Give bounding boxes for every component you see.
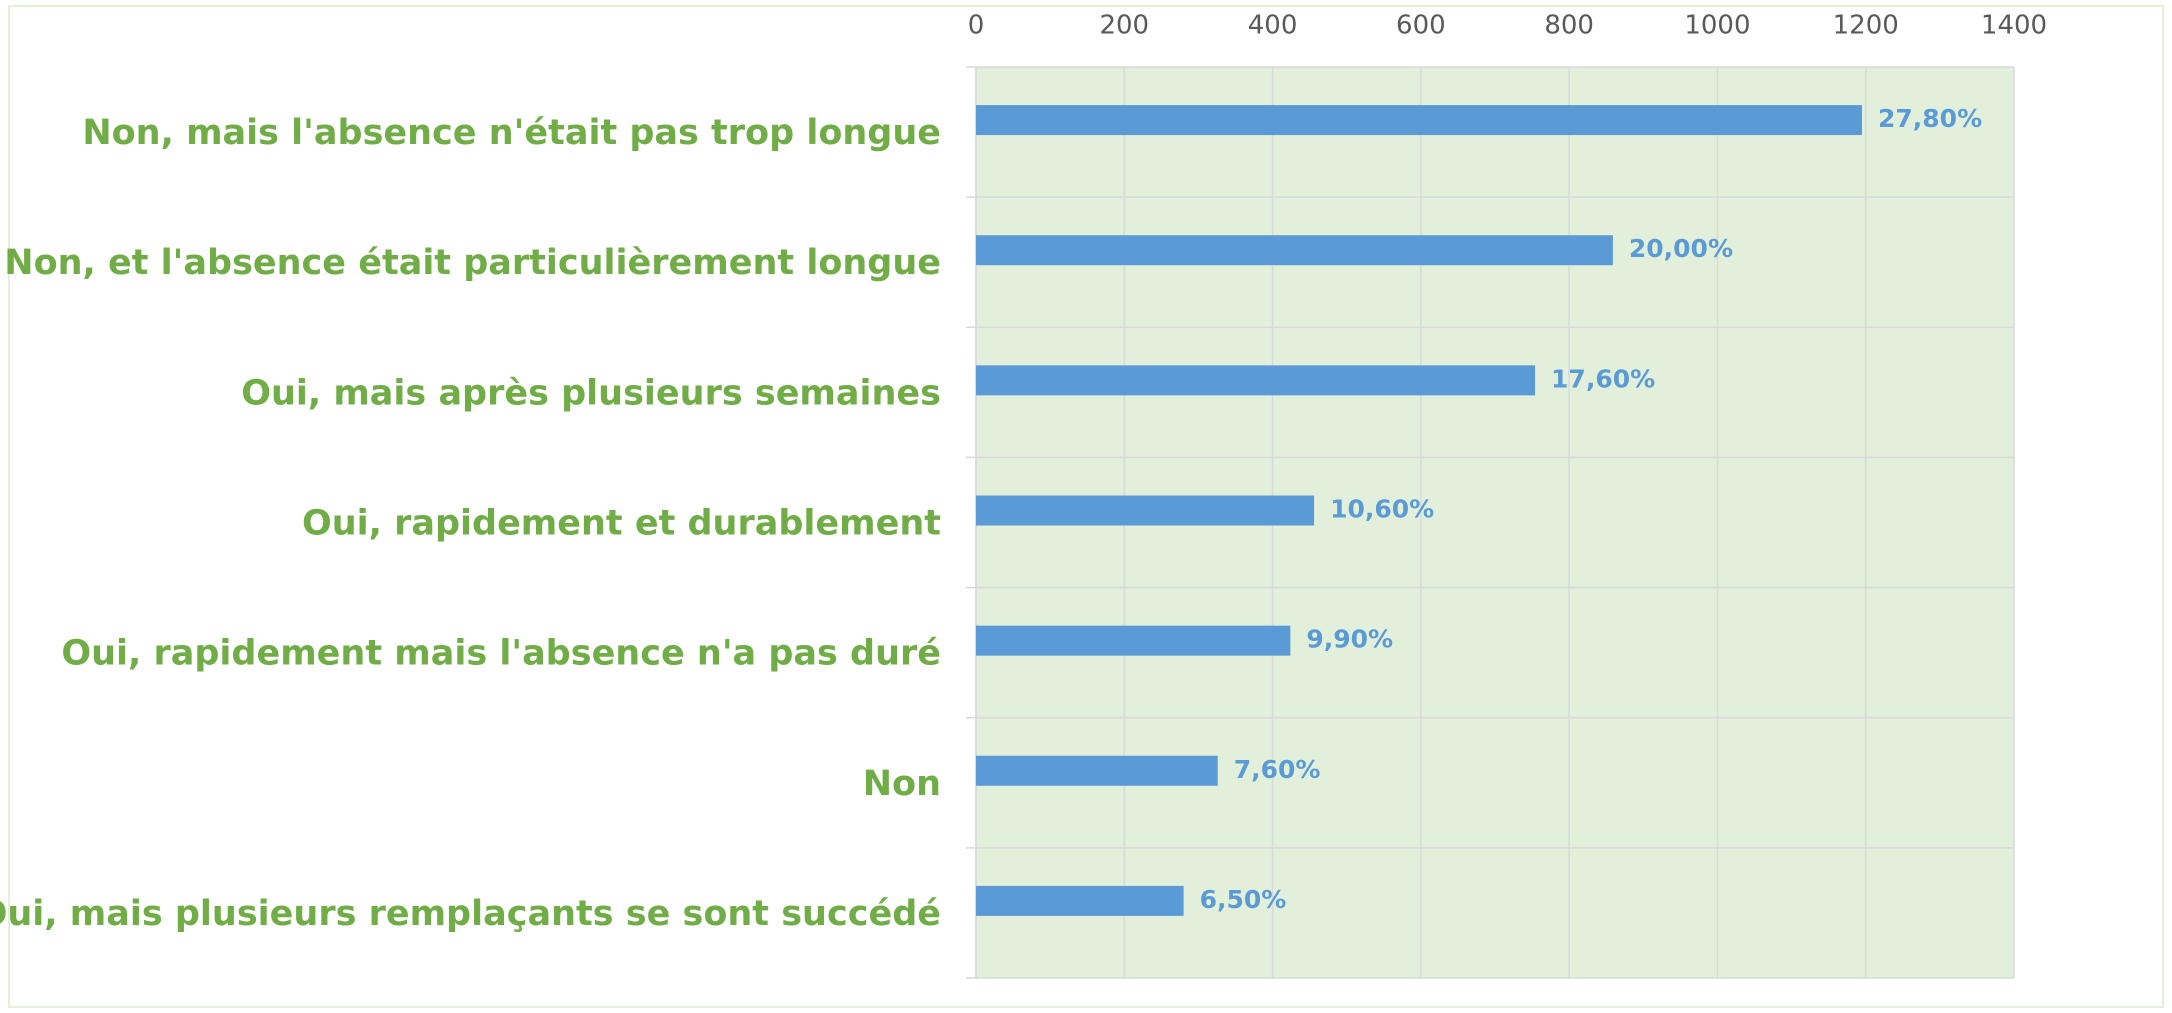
data-label: 17,60% (1551, 364, 1655, 393)
bar (976, 365, 1536, 396)
bar (976, 885, 1184, 916)
bar (976, 235, 1613, 266)
x-tick-label: 800 (1544, 11, 1594, 41)
data-label: 10,60% (1330, 495, 1434, 524)
category-label: Oui, mais après plusieurs semaines (241, 373, 941, 413)
category-label: Oui, rapidement mais l'absence n'a pas d… (61, 634, 941, 674)
x-tick-label: 200 (1099, 11, 1149, 41)
x-tick-label: 1200 (1833, 11, 1899, 41)
x-tick-label: 400 (1248, 11, 1298, 41)
data-label: 9,90% (1306, 625, 1393, 654)
chart-border (8, 5, 2164, 1008)
bar (976, 105, 1863, 136)
category-label: Non (863, 764, 941, 804)
category-label: Oui, rapidement et durablement (302, 504, 941, 544)
x-tick-label: 1000 (1684, 11, 1750, 41)
category-label: Non, et l'absence était particulièrement… (4, 243, 941, 283)
bar (976, 625, 1291, 656)
x-tick-label: 0 (968, 11, 985, 41)
x-tick-label: 600 (1396, 11, 1446, 41)
data-label: 20,00% (1629, 234, 1733, 263)
bar (976, 755, 1218, 786)
data-label: 7,60% (1234, 755, 1321, 784)
category-label: Non, mais l'absence n'était pas trop lon… (82, 113, 941, 153)
bar (976, 495, 1315, 526)
data-label: 6,50% (1200, 885, 1287, 914)
data-label: 27,80% (1878, 104, 1982, 133)
x-tick-label: 1400 (1981, 11, 2047, 41)
category-label: Oui, mais plusieurs remplaçants se sont … (0, 894, 941, 934)
